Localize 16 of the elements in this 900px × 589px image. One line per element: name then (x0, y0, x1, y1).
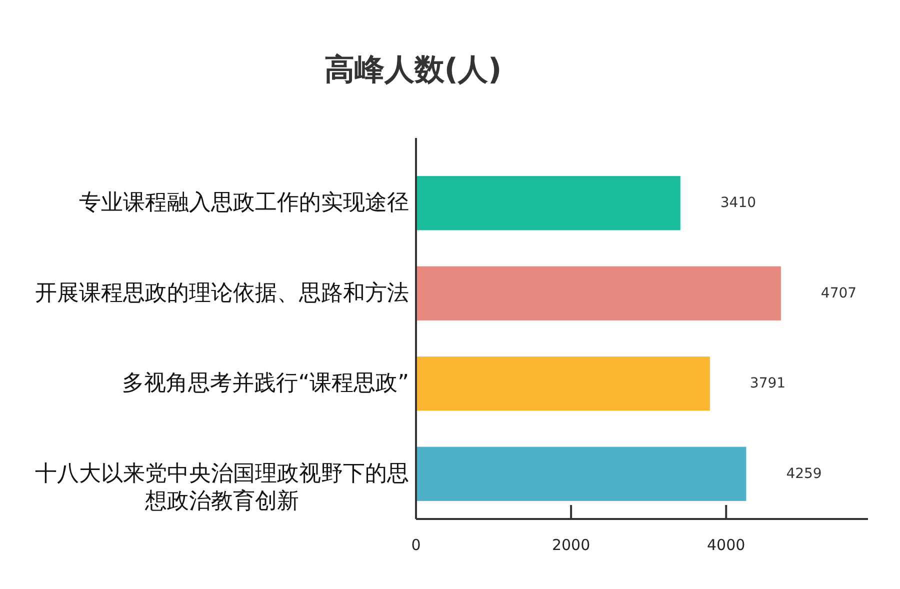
data-label: 4259 (786, 466, 822, 482)
data-label: 3410 (720, 195, 756, 212)
bar (416, 176, 680, 230)
data-label: 3791 (750, 376, 786, 392)
bar (416, 356, 710, 411)
data-label: 4707 (820, 285, 857, 302)
x-tick-label: 0 (411, 536, 421, 554)
bar (416, 266, 781, 320)
y-tick-label: 开展课程思政的理论依据、思路和方法 (35, 280, 409, 306)
x-tick-label: 2000 (552, 536, 590, 554)
bar (416, 446, 746, 501)
chart-title: 高峰人数(人) (324, 52, 502, 88)
y-tick-label: 专业课程融入思政工作的实现途径 (79, 190, 409, 216)
y-tick-label: 十八大以来党中央治国理政视野下的思想政治教育创新 (35, 461, 409, 514)
y-tick-label: 多视角思考并践行“课程思政” (122, 371, 409, 396)
x-tick-label: 4000 (707, 536, 746, 554)
